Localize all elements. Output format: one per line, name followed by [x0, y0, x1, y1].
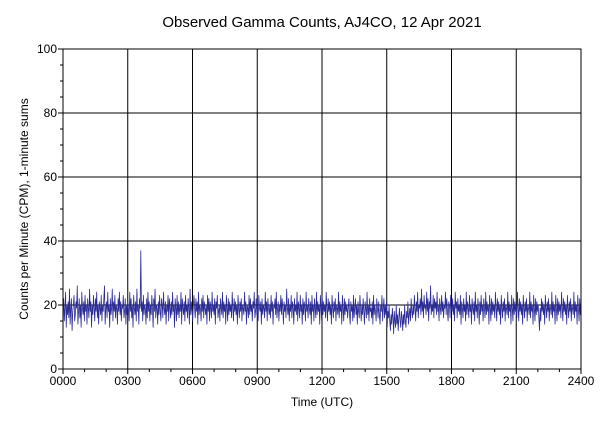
- series-layer: [62, 250, 582, 335]
- axes: 0000 0300 0600 0900 1200 1500 1800 2100 2400 0 20 4…: [37, 42, 595, 388]
- y-tick-label: 20: [44, 298, 58, 312]
- y-tick-label: 0: [50, 362, 57, 376]
- x-tick-label: 1800: [438, 374, 465, 388]
- y-tick-label: 60: [44, 170, 58, 184]
- x-tick-label: 0600: [179, 374, 206, 388]
- x-tick-label: 1200: [309, 374, 336, 388]
- series-line: [62, 250, 582, 335]
- x-tick-label: 2100: [503, 374, 530, 388]
- x-tick-label: 2400: [568, 374, 595, 388]
- y-tick-label: 80: [44, 106, 58, 120]
- x-axis-label: Time (UTC): [291, 395, 353, 409]
- y-tick-label: 100: [37, 42, 57, 56]
- x-tick-label: 0300: [114, 374, 141, 388]
- y-axis-label: Counts per Minute (CPM), 1-minute sums: [17, 98, 31, 319]
- x-tick-label: 0900: [244, 374, 271, 388]
- chart-title: Observed Gamma Counts, AJ4CO, 12 Apr 202…: [162, 14, 481, 31]
- grid: [63, 49, 581, 369]
- y-tick-label: 40: [44, 234, 58, 248]
- x-tick-label: 1500: [373, 374, 400, 388]
- x-tick-label: 0000: [50, 374, 77, 388]
